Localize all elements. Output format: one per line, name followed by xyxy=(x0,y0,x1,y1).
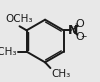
Text: CH₃: CH₃ xyxy=(51,69,70,79)
Text: OCH₃: OCH₃ xyxy=(0,47,17,57)
Text: O: O xyxy=(75,19,84,29)
Text: −: − xyxy=(80,32,87,41)
Text: +: + xyxy=(72,22,79,31)
Text: OCH₃: OCH₃ xyxy=(5,14,32,24)
Text: O: O xyxy=(75,32,84,42)
Text: N: N xyxy=(67,24,78,37)
